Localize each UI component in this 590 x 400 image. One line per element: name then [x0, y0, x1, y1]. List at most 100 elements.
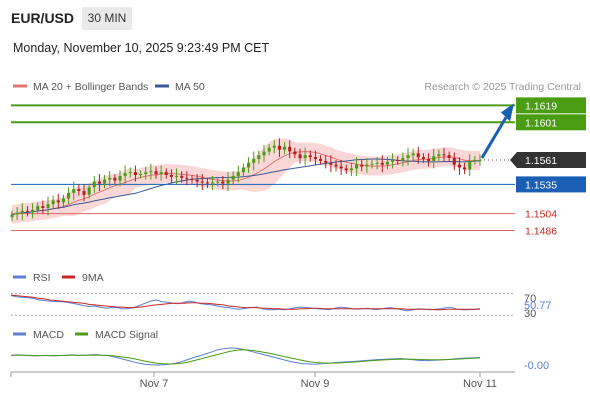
- candle-body: [108, 177, 112, 180]
- candle-body: [133, 172, 137, 175]
- resistance-label: 1.1601: [525, 117, 557, 129]
- credit-text: Research © 2025 Trading Central: [424, 81, 581, 93]
- bollinger-band-layer: [12, 138, 480, 224]
- candle-body: [427, 159, 431, 161]
- resistance-label: 1.1619: [525, 100, 557, 112]
- timeframe-badge[interactable]: 30 MIN: [82, 7, 132, 30]
- candle-body: [41, 206, 45, 208]
- candle-body: [257, 155, 261, 159]
- candle-body: [457, 164, 461, 168]
- macd-last-value: -0.00: [524, 360, 549, 372]
- candle-body: [103, 179, 107, 184]
- candle-body: [468, 160, 472, 170]
- legend-label-macd-signal: MACD Signal: [95, 329, 158, 341]
- candle-body: [447, 155, 451, 158]
- candle-body: [128, 172, 132, 174]
- rsi-last-value: 50.77: [524, 300, 552, 312]
- candle-body: [159, 172, 163, 175]
- candle-body: [118, 175, 122, 181]
- candle-body: [226, 179, 230, 184]
- bollinger-band: [12, 138, 480, 224]
- x-tick-label: Nov 11: [463, 378, 497, 390]
- candle-body: [406, 155, 410, 158]
- candle-body: [247, 162, 251, 168]
- candle-body: [36, 206, 40, 210]
- candle-body: [216, 181, 220, 183]
- candle-body: [293, 151, 297, 155]
- candle-body: [452, 158, 456, 165]
- candle-body: [380, 162, 384, 165]
- x-tick-label: Nov 9: [301, 378, 330, 390]
- candle-body: [298, 154, 302, 159]
- trend-arrow-shaft: [480, 116, 508, 159]
- rsi-tick-70: 70: [524, 293, 536, 305]
- candle-body: [344, 168, 348, 171]
- candle-body: [329, 162, 333, 165]
- candle-body: [339, 166, 343, 169]
- candle-body: [10, 214, 14, 218]
- candle-body: [25, 210, 29, 212]
- ma20-line: [11, 151, 481, 215]
- candle-body: [205, 182, 209, 184]
- main-legend: MA 20 + Bollinger Bands MA 50 Research ©…: [13, 81, 581, 93]
- candle-body: [87, 187, 91, 195]
- candle-body: [15, 212, 19, 215]
- legend-swatch-ma50: [155, 84, 169, 88]
- candle-body: [144, 172, 148, 175]
- rsi-line: [10, 295, 481, 312]
- candle-body: [442, 154, 446, 156]
- candle-body: [355, 164, 359, 169]
- pivot-label: 1.1535: [525, 179, 557, 191]
- candle-body: [385, 161, 389, 165]
- candle-body: [139, 174, 143, 176]
- datetime-label: Monday, November 10, 2025 9:23:49 PM CET: [13, 41, 270, 55]
- candle-body: [365, 164, 369, 167]
- candle-body: [473, 159, 477, 161]
- rsi-legend: RSI 9MA: [13, 272, 104, 284]
- candle-body: [31, 209, 35, 212]
- symbol-title: EUR/USD: [11, 10, 75, 26]
- x-tick-label: Nov 7: [140, 378, 169, 390]
- candle-body: [113, 177, 117, 181]
- legend-label-ma20: MA 20 + Bollinger Bands: [33, 81, 148, 93]
- candle-body: [283, 146, 287, 150]
- candle-body: [61, 198, 65, 203]
- candle-body: [308, 155, 312, 158]
- candle-body: [175, 175, 179, 177]
- legend-label-rsi-ma: 9MA: [82, 272, 104, 284]
- candle-body: [77, 189, 81, 191]
- candle-body: [313, 157, 317, 159]
- legend-swatch-ma20: [13, 84, 27, 88]
- candle-body: [437, 154, 441, 157]
- price-levels-layer: 1.1619 1.1601 1.1561 1.1535 1.1504 1.1486: [11, 97, 586, 238]
- legend-swatch-macd: [13, 332, 26, 336]
- candle-body: [303, 155, 307, 158]
- candle-body: [82, 191, 86, 195]
- chart-header: EUR/USD 30 MIN Monday, November 10, 2025…: [0, 0, 590, 70]
- candle-body: [334, 164, 338, 167]
- candle-body: [267, 147, 271, 152]
- legend-swatch-macd-signal: [75, 332, 88, 336]
- legend-swatch-rsi: [13, 275, 26, 279]
- candle-body: [401, 158, 405, 161]
- candle-body: [463, 167, 467, 170]
- candle-body: [478, 159, 482, 161]
- candle-body: [211, 182, 215, 184]
- candle-body: [411, 153, 415, 156]
- candle-body: [190, 178, 194, 180]
- candle-body: [324, 160, 328, 163]
- macd-panel: [10, 347, 481, 366]
- candle-body: [349, 168, 353, 171]
- rsi-tick-30: 30: [524, 308, 536, 320]
- candle-body: [149, 171, 153, 173]
- legend-label-rsi: RSI: [33, 272, 51, 284]
- candle-body: [92, 181, 96, 188]
- resistance-label-bg: [516, 97, 586, 114]
- candle-body: [360, 164, 364, 167]
- support-label: 1.1486: [525, 226, 557, 238]
- candle-body: [221, 181, 225, 184]
- resistance-label-bg: [516, 114, 586, 131]
- candle-body: [236, 172, 240, 176]
- candle-body: [375, 162, 379, 164]
- candle-body: [51, 200, 55, 205]
